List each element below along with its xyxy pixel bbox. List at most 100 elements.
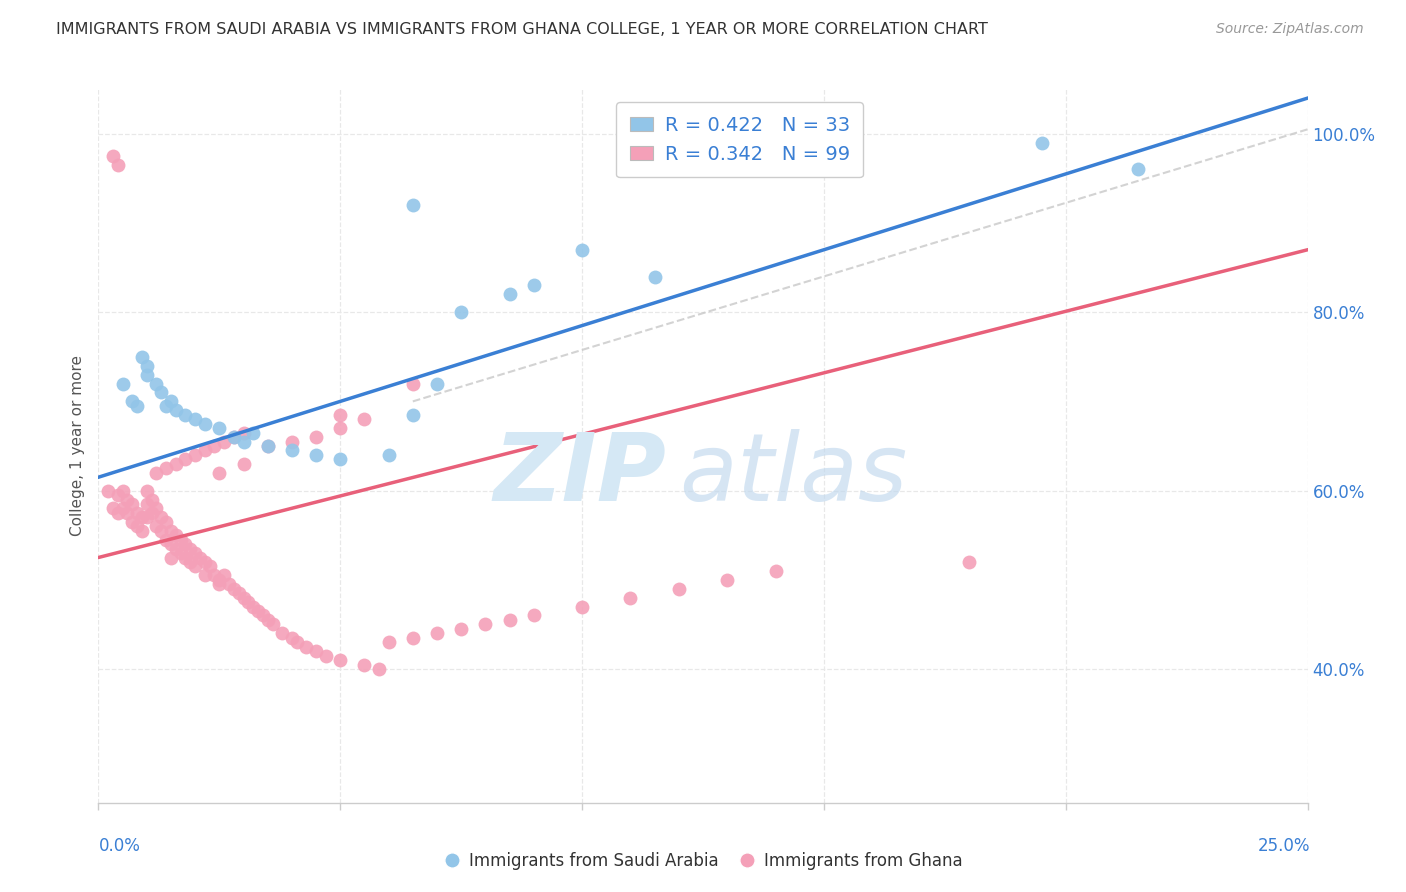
Point: [208, 577, 231, 591]
Point: [107, 158, 129, 172]
Point: [121, 515, 143, 529]
Point: [135, 483, 157, 498]
Point: [155, 461, 177, 475]
Point: [208, 573, 231, 587]
Point: [426, 626, 449, 640]
Point: [107, 488, 129, 502]
Point: [127, 519, 149, 533]
Legend: Immigrants from Saudi Arabia, Immigrants from Ghana: Immigrants from Saudi Arabia, Immigrants…: [437, 846, 969, 877]
Point: [377, 448, 399, 462]
Point: [498, 287, 520, 301]
Point: [131, 510, 153, 524]
Point: [252, 608, 274, 623]
Point: [165, 528, 187, 542]
Point: [97, 483, 120, 498]
Point: [135, 497, 157, 511]
Point: [281, 631, 304, 645]
Point: [212, 568, 235, 582]
Point: [222, 430, 245, 444]
Point: [232, 457, 254, 471]
Text: 0.0%: 0.0%: [98, 837, 141, 855]
Point: [184, 412, 207, 426]
Point: [145, 466, 167, 480]
Point: [256, 439, 278, 453]
Point: [145, 519, 167, 533]
Point: [150, 510, 173, 524]
Point: [644, 269, 666, 284]
Point: [194, 417, 217, 431]
Point: [450, 305, 472, 319]
Point: [165, 403, 187, 417]
Point: [256, 613, 278, 627]
Point: [232, 434, 254, 449]
Point: [204, 568, 226, 582]
Point: [222, 430, 245, 444]
Point: [150, 524, 173, 538]
Point: [127, 399, 149, 413]
Point: [523, 278, 546, 293]
Point: [204, 439, 226, 453]
Point: [619, 591, 641, 605]
Point: [184, 546, 207, 560]
Point: [402, 408, 425, 422]
Point: [160, 537, 183, 551]
Point: [281, 434, 304, 449]
Point: [169, 546, 191, 560]
Point: [716, 573, 738, 587]
Point: [957, 555, 980, 569]
Point: [1128, 162, 1150, 177]
Point: [101, 149, 124, 163]
Point: [135, 359, 157, 373]
Text: IMMIGRANTS FROM SAUDI ARABIA VS IMMIGRANTS FROM GHANA COLLEGE, 1 YEAR OR MORE CO: IMMIGRANTS FROM SAUDI ARABIA VS IMMIGRAN…: [56, 22, 988, 37]
Point: [174, 550, 197, 565]
Point: [208, 466, 231, 480]
Point: [160, 394, 183, 409]
Point: [141, 506, 163, 520]
Point: [111, 501, 134, 516]
Point: [242, 425, 264, 440]
Point: [329, 408, 352, 422]
Point: [184, 559, 207, 574]
Point: [305, 448, 328, 462]
Point: [450, 622, 472, 636]
Point: [145, 501, 167, 516]
Text: 25.0%: 25.0%: [1258, 837, 1310, 855]
Point: [668, 582, 690, 596]
Point: [141, 492, 163, 507]
Point: [174, 408, 197, 422]
Point: [285, 635, 308, 649]
Point: [160, 550, 183, 565]
Point: [1031, 136, 1053, 150]
Point: [232, 425, 254, 440]
Point: [426, 376, 449, 391]
Point: [117, 492, 139, 507]
Point: [160, 524, 183, 538]
Point: [262, 617, 284, 632]
Point: [571, 243, 593, 257]
Point: [111, 483, 134, 498]
Point: [474, 617, 496, 632]
Point: [305, 644, 328, 658]
Point: [121, 394, 143, 409]
Point: [127, 506, 149, 520]
Point: [368, 662, 391, 676]
Point: [295, 640, 318, 654]
Point: [271, 626, 294, 640]
Text: atlas: atlas: [679, 429, 907, 520]
Point: [523, 608, 546, 623]
Y-axis label: College, 1 year or more: College, 1 year or more: [70, 356, 86, 536]
Text: Source: ZipAtlas.com: Source: ZipAtlas.com: [1216, 22, 1364, 37]
Point: [765, 564, 787, 578]
Point: [155, 515, 177, 529]
Point: [305, 430, 328, 444]
Point: [184, 448, 207, 462]
Point: [174, 537, 197, 551]
Point: [165, 541, 187, 556]
Point: [121, 497, 143, 511]
Point: [111, 376, 134, 391]
Point: [242, 599, 264, 614]
Point: [150, 385, 173, 400]
Point: [238, 595, 260, 609]
Point: [188, 550, 211, 565]
Point: [329, 452, 352, 467]
